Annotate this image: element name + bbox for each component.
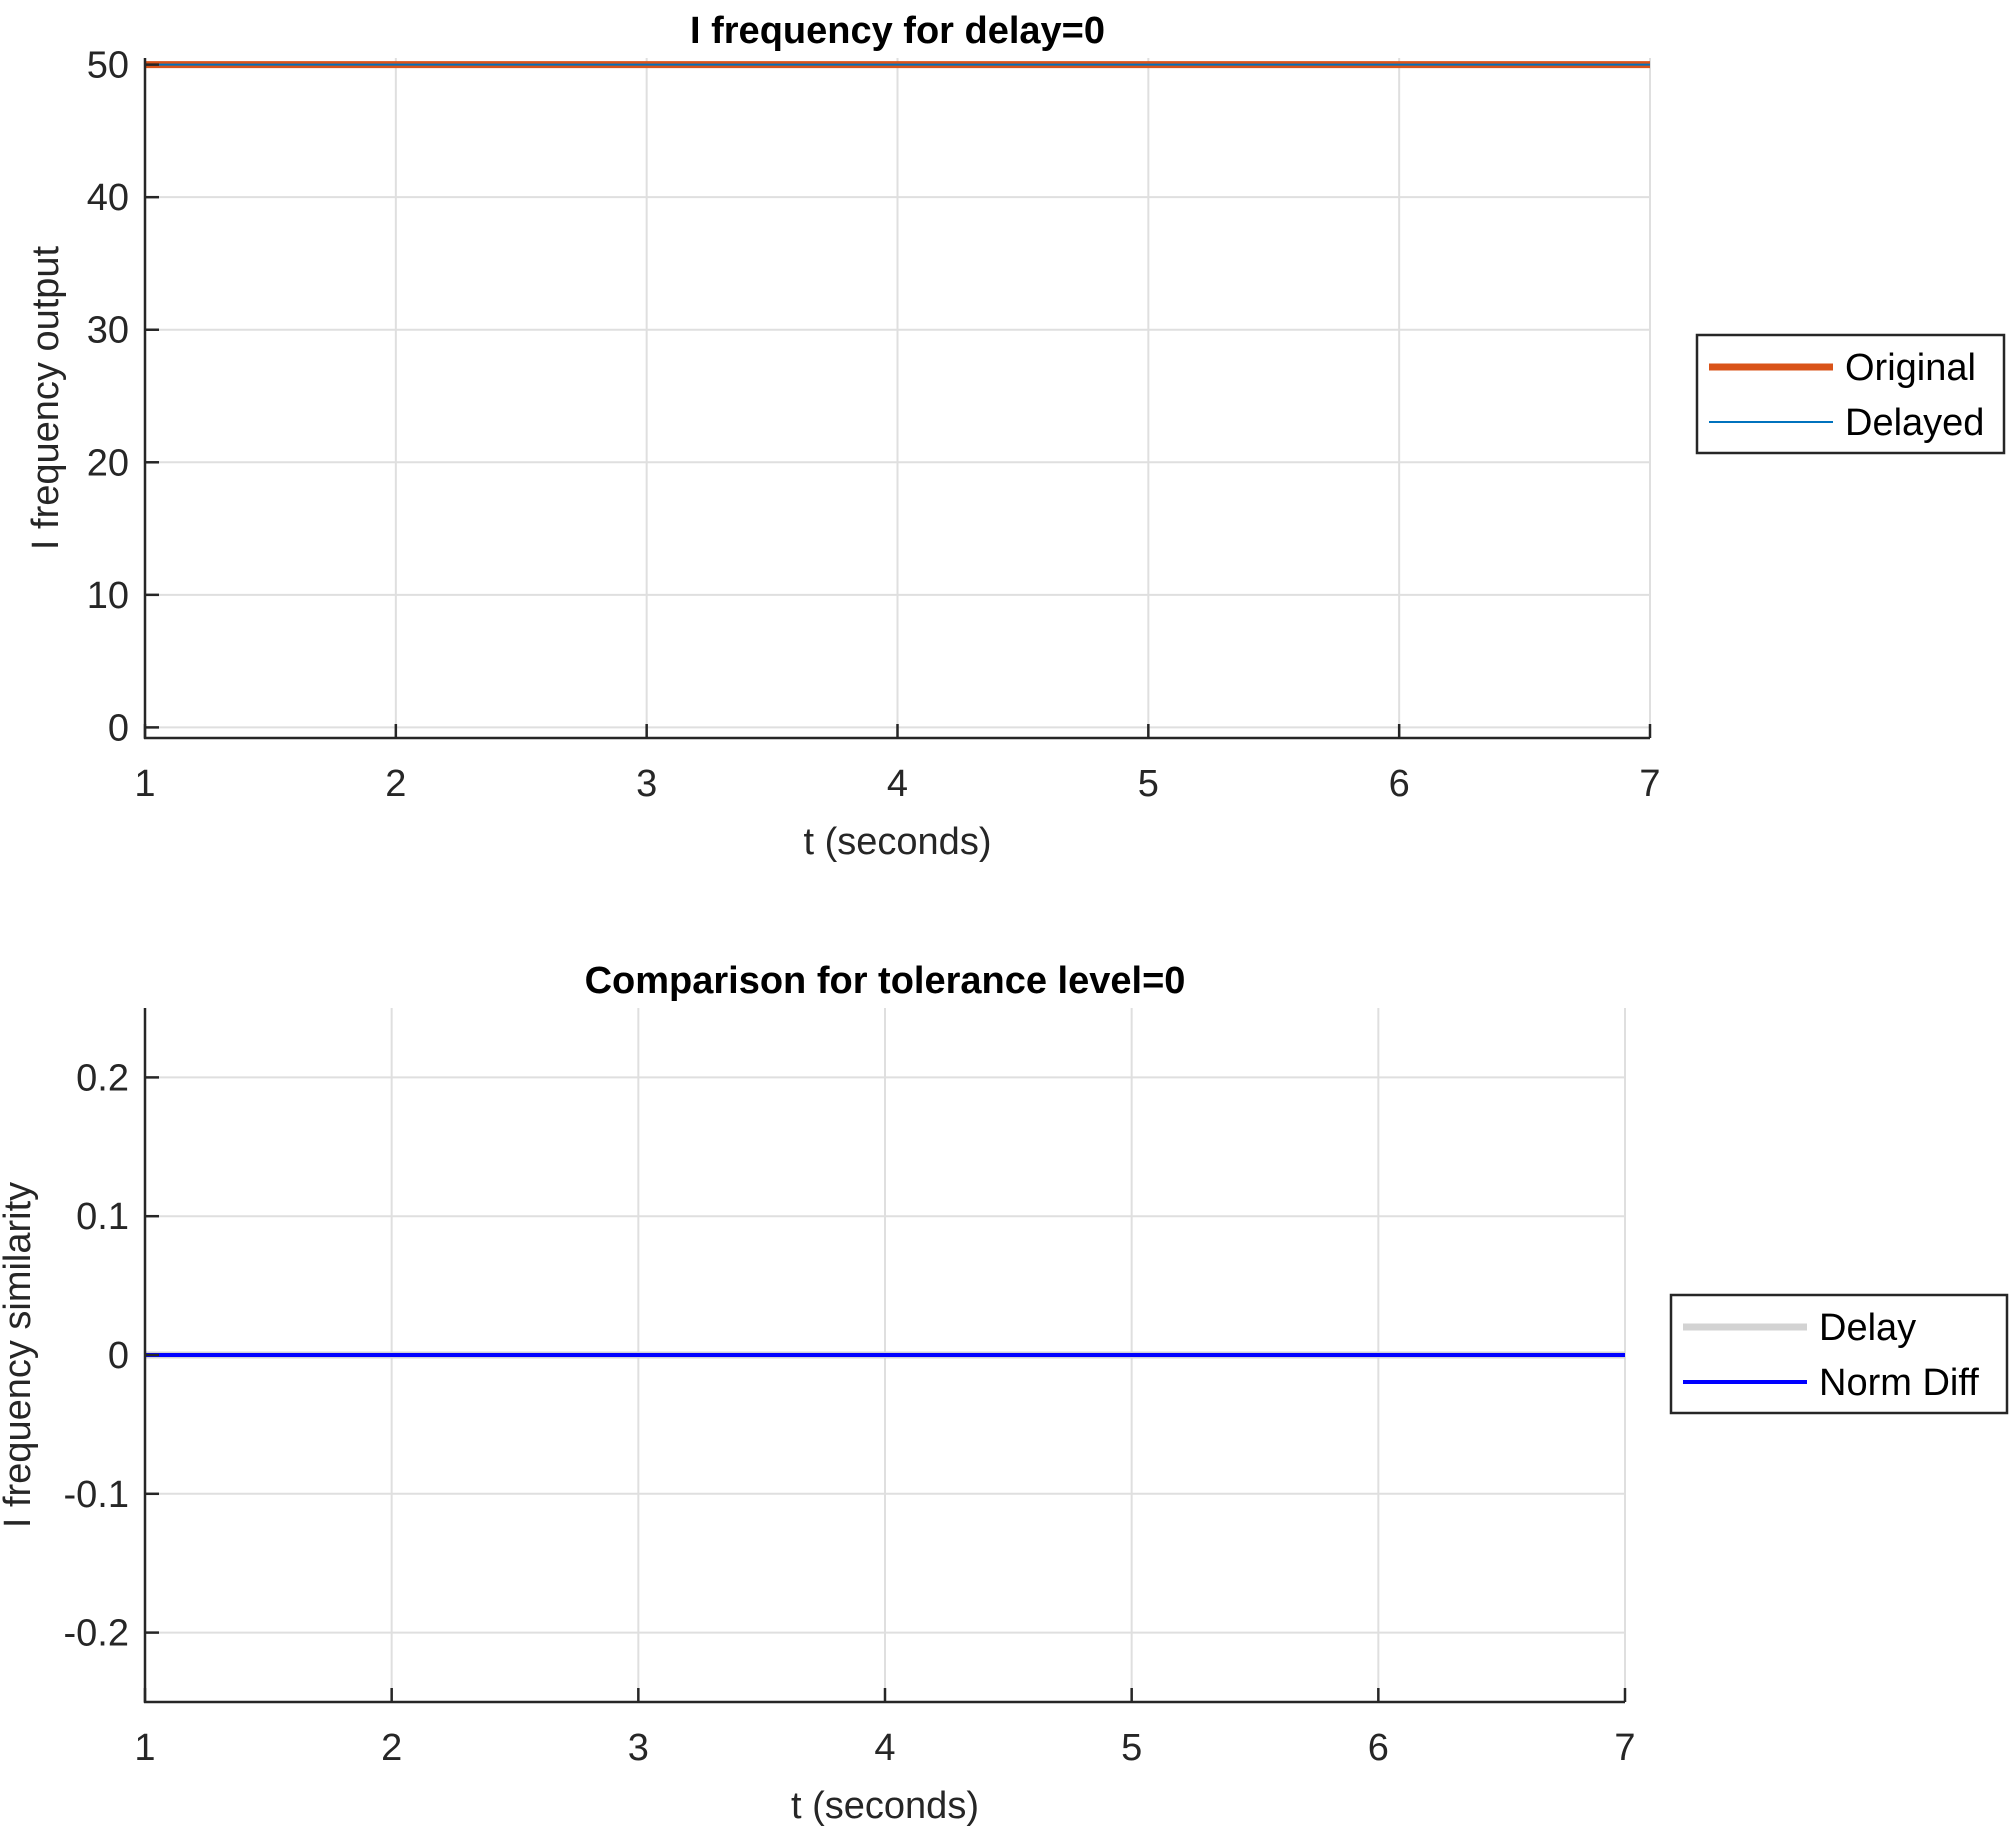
x-tick-label: 4	[874, 1727, 895, 1769]
y-tick-label: 0.2	[76, 1057, 129, 1099]
y-tick-label: 0	[108, 707, 129, 749]
legend: Delay Norm Diff	[1669, 1293, 2009, 1415]
legend-label: Delayed	[1845, 402, 1984, 444]
x-tick-label: 5	[1138, 763, 1159, 805]
y-axis-label: I frequency output	[25, 245, 67, 550]
x-axis-label: t (seconds)	[804, 821, 992, 863]
x-tick-label: 7	[1614, 1727, 1635, 1769]
x-tick-label: 6	[1389, 763, 1410, 805]
y-axis-label: I frequency similarity	[0, 1182, 39, 1528]
legend-box	[1669, 1293, 2009, 1415]
x-tick-label: 5	[1121, 1727, 1142, 1769]
legend-label: Original	[1845, 347, 1976, 389]
x-tick-label: 2	[381, 1727, 402, 1769]
x-tick-label: 3	[636, 763, 657, 805]
y-tick-label: -0.1	[64, 1474, 129, 1516]
chart-title: Comparison for tolerance level=0	[585, 960, 1186, 1002]
y-tick-label: 20	[87, 442, 129, 484]
x-tick-label: 1	[134, 763, 155, 805]
y-tick-label: 30	[87, 310, 129, 352]
chart-title: I frequency for delay=0	[690, 10, 1105, 52]
y-tick-label: 0	[108, 1335, 129, 1377]
legend-box	[1695, 333, 2006, 455]
legend: Original Delayed	[1695, 333, 2006, 455]
x-tick-label: 3	[628, 1727, 649, 1769]
chart-2: 1 2 3 4 5 6 7 0.2 0.1 0 -0.1 -0.2 Comparison for tol…	[0, 960, 2009, 1827]
y-tick-label: 0.1	[76, 1196, 129, 1238]
x-axis-label: t (seconds)	[791, 1785, 979, 1827]
y-tick-label: -0.2	[64, 1613, 129, 1655]
x-tick-label: 2	[385, 763, 406, 805]
y-tick-label: 10	[87, 575, 129, 617]
x-tick-label: 6	[1368, 1727, 1389, 1769]
x-tick-label: 7	[1639, 763, 1660, 805]
chart-1: 1 2 3 4 5 6 7 0 10 20 30 40 50 I frequency for delay=…	[25, 10, 2006, 863]
x-tick-label: 4	[887, 763, 908, 805]
legend-label: Delay	[1819, 1307, 1916, 1349]
legend-label: Norm Diff	[1819, 1362, 1979, 1404]
y-tick-label: 50	[87, 45, 129, 87]
y-tick-label: 40	[87, 177, 129, 219]
x-tick-label: 1	[134, 1727, 155, 1769]
